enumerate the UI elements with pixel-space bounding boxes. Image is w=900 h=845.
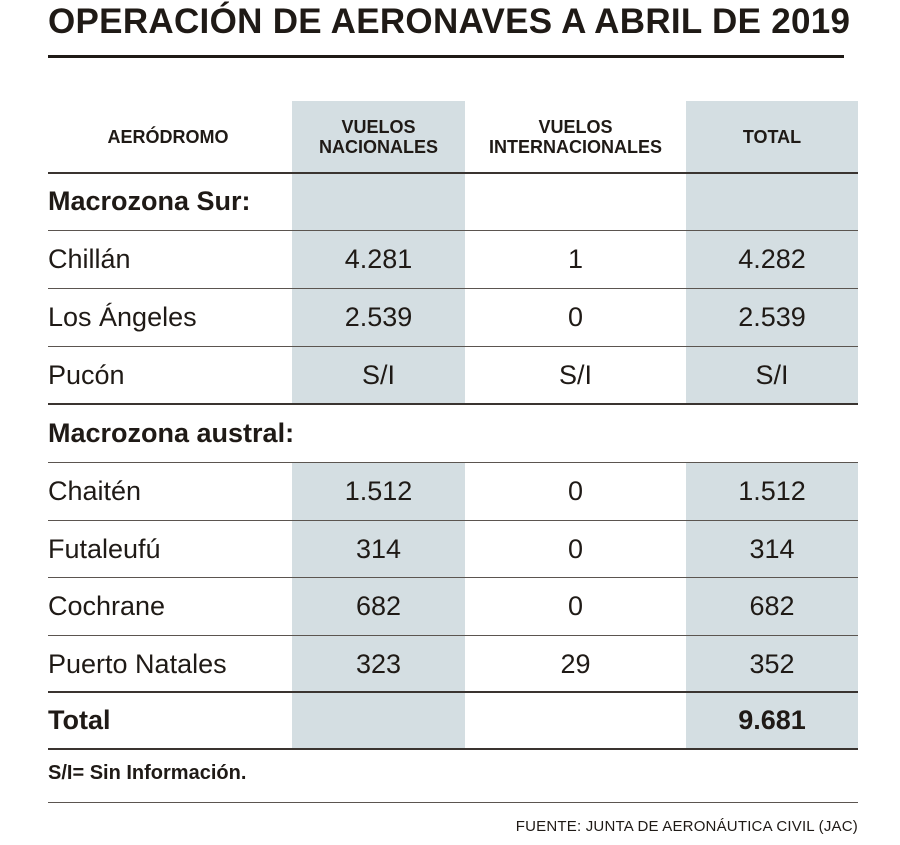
header-nacionales-line2: NACIONALES <box>318 136 438 157</box>
cell-internacionales: 0 <box>567 534 584 564</box>
cell-aerodromo: Puerto Natales <box>48 648 227 679</box>
footnote-rule <box>48 802 858 803</box>
cell-aerodromo: Pucón <box>48 360 125 390</box>
cell-internacionales: 0 <box>567 591 584 621</box>
cell-internacionales: 29 <box>560 648 591 679</box>
cell-total: 4.282 <box>738 244 806 274</box>
footnote: S/I= Sin Información. <box>48 762 247 784</box>
total-divider <box>48 691 858 693</box>
cell-nacionales: 1.512 <box>344 476 413 506</box>
cell-nacionales: S/I <box>361 360 395 390</box>
title-underline <box>48 55 844 58</box>
cell-internacionales: S/I <box>558 360 592 390</box>
cell-total: 2.539 <box>738 302 806 332</box>
row-divider <box>48 230 858 231</box>
header-divider <box>48 172 858 174</box>
cell-internacionales: 1 <box>567 244 584 274</box>
cell-aerodromo: Chaitén <box>48 476 142 506</box>
header-nacionales-line1: VUELOS <box>341 116 416 137</box>
cell-total: S/I <box>755 360 789 390</box>
section-title: Macrozona austral: <box>48 405 858 462</box>
cell-aerodromo: Chillán <box>48 244 131 274</box>
row-divider <box>48 577 858 578</box>
header-nacionales: VUELOS NACIONALES <box>292 101 465 172</box>
total-value: 9.681 <box>738 705 806 735</box>
cell-nacionales: 2.539 <box>344 302 413 332</box>
cell-total: 682 <box>749 591 795 621</box>
cell-nacionales: 314 <box>355 534 402 564</box>
cell-total: 1.512 <box>738 476 806 506</box>
row-divider <box>48 346 858 347</box>
row-divider <box>48 462 858 463</box>
cell-aerodromo: Cochrane <box>48 591 166 621</box>
cell-nacionales: 4.281 <box>344 244 413 274</box>
cell-aerodromo: Los Ángeles <box>48 302 197 332</box>
cell-aerodromo: Futaleufú <box>48 534 161 564</box>
cell-internacionales: 0 <box>567 476 584 506</box>
cell-nacionales: 323 <box>355 648 402 679</box>
header-total: TOTAL <box>742 126 802 147</box>
cell-nacionales: 682 <box>355 591 402 621</box>
header-internacionales: VUELOS INTERNACIONALES <box>465 101 686 172</box>
cell-total: 352 <box>749 648 795 679</box>
header-aerodromo: AERÓDROMO <box>107 126 229 147</box>
row-divider <box>48 288 858 289</box>
header-internacionales-line1: VUELOS <box>538 116 613 137</box>
page-title: OPERACIÓN DE AERONAVES A ABRIL DE 2019 <box>48 2 851 41</box>
row-divider <box>48 520 858 521</box>
cell-internacionales: 0 <box>567 302 584 332</box>
source-credit: FUENTE: JUNTA DE AERONÁUTICA CIVIL (JAC) <box>515 818 858 835</box>
row-divider <box>48 635 858 636</box>
section-title: Macrozona Sur: <box>48 186 251 216</box>
section-divider <box>48 403 858 405</box>
header-internacionales-line2: INTERNACIONALES <box>488 136 662 157</box>
total-internacionales <box>465 693 686 748</box>
total-nacionales <box>292 693 465 748</box>
cell-total: 314 <box>749 534 795 564</box>
table-bottom-rule <box>48 748 858 750</box>
total-label: Total <box>48 705 111 735</box>
